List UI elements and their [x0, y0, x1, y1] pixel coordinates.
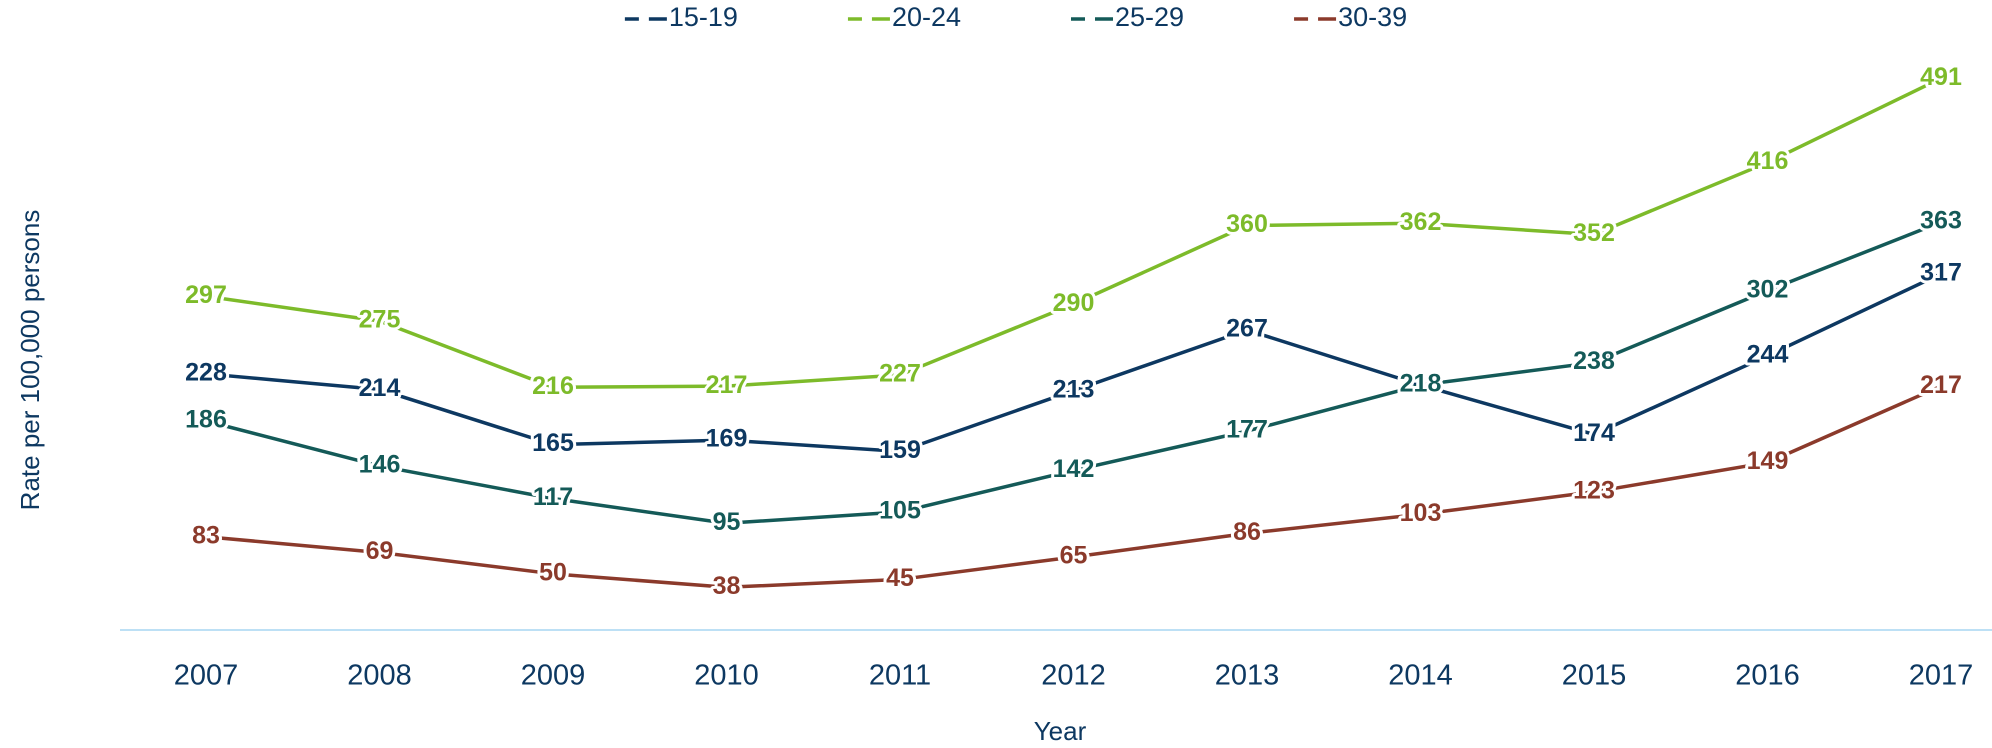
data-label: 416 — [1747, 147, 1789, 175]
data-label: 95 — [713, 508, 741, 536]
x-axis-title: Year — [1034, 716, 1087, 746]
legend-label: 20-24 — [892, 2, 961, 32]
data-label: 177 — [1226, 416, 1268, 444]
x-tick-label: 2014 — [1388, 660, 1453, 692]
data-label: 317 — [1920, 258, 1962, 286]
data-label: 69 — [366, 537, 394, 565]
data-label: 290 — [1053, 289, 1095, 317]
data-label: 218 — [1400, 370, 1442, 398]
legend-label: 25-29 — [1115, 2, 1184, 32]
data-label: 103 — [1400, 499, 1442, 527]
data-label: 362 — [1400, 208, 1442, 236]
legend-label: 15-19 — [669, 2, 738, 32]
series-line — [205, 384, 1942, 590]
legend: 15-19 20-24 25-29 30-39 — [624, 2, 1407, 32]
data-label: 123 — [1573, 476, 1615, 504]
data-label: 216 — [532, 372, 574, 400]
x-tick-label: 2008 — [347, 660, 412, 692]
x-tick-label: 2012 — [1041, 660, 1106, 692]
x-tick-label: 2016 — [1735, 660, 1800, 692]
data-label: 105 — [879, 497, 921, 525]
x-tick-label: 2017 — [1909, 660, 1974, 692]
data-label: 218 — [1400, 370, 1442, 398]
x-tick-label: 2009 — [521, 660, 586, 692]
x-tick-label: 2015 — [1562, 660, 1627, 692]
data-label: 275 — [359, 306, 401, 334]
data-label: 83 — [192, 521, 220, 549]
series-line — [205, 220, 1942, 526]
data-label: 186 — [185, 406, 227, 434]
data-label: 227 — [879, 360, 921, 388]
series-line — [205, 272, 1942, 454]
y-axis-title: Rate per 100,000 persons — [15, 210, 45, 511]
data-label: 214 — [359, 374, 401, 402]
data-label: 45 — [886, 564, 914, 592]
data-label: 165 — [532, 429, 574, 457]
data-label: 65 — [1060, 542, 1088, 570]
x-tick-label: 2011 — [869, 660, 931, 692]
data-label: 244 — [1747, 340, 1789, 368]
series-line — [205, 76, 1942, 390]
data-label: 363 — [1920, 207, 1962, 235]
x-tick-label: 2010 — [694, 660, 759, 692]
data-label: 159 — [879, 436, 921, 464]
data-label: 149 — [1747, 447, 1789, 475]
legend-label: 30-39 — [1338, 2, 1407, 32]
data-label: 228 — [185, 358, 227, 386]
x-tick-label: 2007 — [174, 660, 239, 692]
data-label: 38 — [713, 572, 741, 600]
data-label: 86 — [1233, 518, 1261, 546]
data-label: 50 — [539, 558, 567, 586]
data-label: 217 — [706, 371, 748, 399]
legend-item: 30-39 — [1294, 2, 1407, 32]
data-label: 213 — [1053, 375, 1095, 403]
data-label: 302 — [1747, 275, 1789, 303]
data-label: 117 — [533, 483, 573, 511]
data-label: 267 — [1226, 315, 1268, 343]
data-label: 146 — [359, 451, 401, 479]
data-label: 491 — [1920, 63, 1962, 91]
data-label: 174 — [1573, 419, 1615, 447]
data-label: 238 — [1573, 347, 1615, 375]
x-tick-label: 2013 — [1215, 660, 1280, 692]
data-label: 297 — [185, 281, 227, 309]
data-label: 360 — [1226, 210, 1268, 238]
legend-item: 25-29 — [1071, 2, 1184, 32]
data-label: 169 — [706, 425, 748, 453]
legend-item: 15-19 — [624, 2, 738, 32]
data-label: 217 — [1920, 371, 1962, 399]
data-label: 352 — [1573, 219, 1615, 247]
data-label: 142 — [1053, 455, 1095, 483]
legend-item: 20-24 — [847, 2, 961, 32]
